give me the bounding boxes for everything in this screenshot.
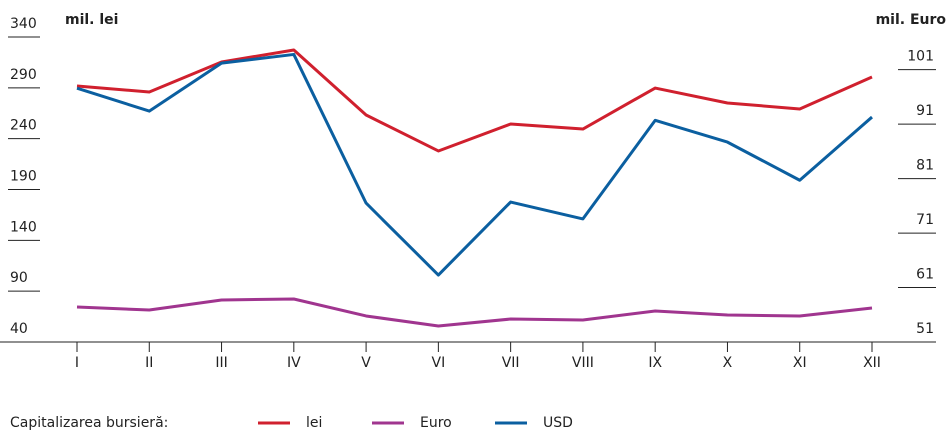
- legend-label: lei: [306, 415, 322, 431]
- line-series: [76, 297, 873, 328]
- y2-tick-label: 101: [907, 49, 934, 65]
- y2-tick-label: 71: [916, 212, 934, 228]
- x-tick-label: VIII: [572, 355, 594, 371]
- x-tick-label: XII: [863, 355, 881, 371]
- x-tick-label: I: [75, 355, 79, 371]
- x-tick-label: IV: [287, 355, 301, 371]
- x-tick-label: VII: [502, 355, 520, 371]
- y-tick-label: 340: [10, 16, 37, 32]
- y2-tick-label: 81: [916, 158, 934, 174]
- y-tick-label: 240: [10, 118, 37, 134]
- y-tick-label: 40: [10, 321, 28, 337]
- legend-label: Euro: [420, 415, 452, 431]
- y-tick-label: 190: [10, 169, 37, 185]
- y2-tick-label: 91: [916, 103, 934, 119]
- y-axis-label: mil. lei: [65, 12, 118, 28]
- line-series: [76, 48, 873, 153]
- x-tick-label: X: [723, 355, 733, 371]
- legend-title: Capitalizarea bursieră:: [10, 415, 168, 431]
- x-tick-label: III: [215, 355, 227, 371]
- y-tick-label: 290: [10, 67, 37, 83]
- y-tick-label: 90: [10, 270, 28, 286]
- y2-tick-label: 61: [916, 267, 934, 283]
- y2-axis-label: mil. Euro: [876, 12, 947, 28]
- legend-label: USD: [543, 415, 573, 431]
- x-tick-label: VI: [432, 355, 446, 371]
- x-tick-label: IX: [648, 355, 662, 371]
- y2-tick-label: 51: [916, 321, 934, 337]
- x-tick-label: XI: [793, 355, 807, 371]
- y-tick-label: 140: [10, 219, 37, 235]
- line-series: [76, 52, 873, 277]
- x-tick-label: V: [361, 355, 371, 371]
- x-tick-label: II: [145, 355, 153, 371]
